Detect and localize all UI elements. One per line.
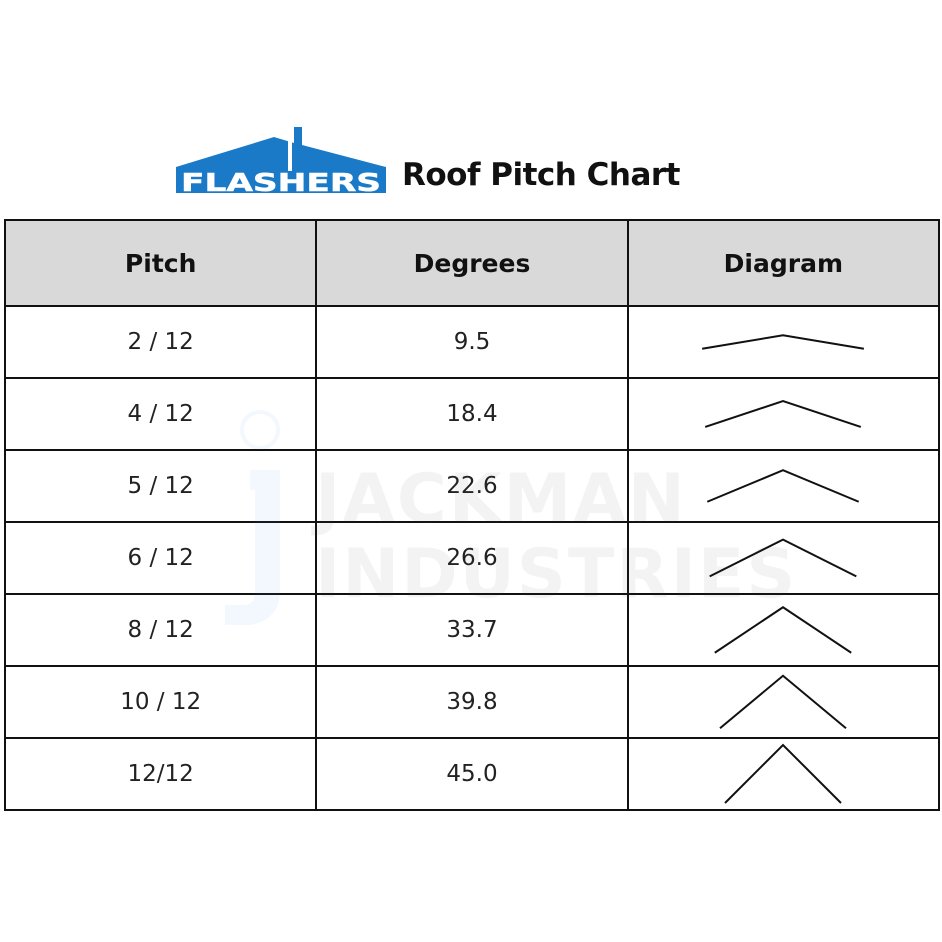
table-row: 5 / 12 22.6 (3, 449, 941, 523)
roof-pitch-diagram (719, 674, 847, 730)
degrees-cell: 18.4 (315, 377, 629, 451)
roof-pitch-diagram (705, 400, 862, 428)
pitch-cell: 5 / 12 (3, 449, 318, 523)
pitch-cell: 12/12 (3, 737, 318, 811)
table-row: 10 / 12 39.8 (3, 665, 941, 739)
roof-line (707, 469, 860, 503)
svg-text:FLASHERS: FLASHERS (181, 168, 381, 197)
header-diagram: Diagram (626, 219, 941, 307)
pitch-cell: 4 / 12 (3, 377, 318, 451)
diagram-cell (626, 377, 941, 451)
pitch-cell: 6 / 12 (3, 521, 318, 595)
diagram-cell (626, 665, 941, 739)
page-title: Roof Pitch Chart (402, 157, 681, 193)
header-pitch: Pitch (3, 219, 318, 307)
diagram-cell (626, 449, 941, 523)
roof-line (719, 674, 847, 730)
diagram-cell (626, 593, 941, 667)
roof-pitch-diagram (709, 538, 858, 578)
table-row: 4 / 12 18.4 (3, 377, 941, 451)
diagram-cell (626, 305, 941, 379)
roof-line (705, 400, 862, 428)
roof-pitch-table: Pitch Degrees Diagram 2 / 12 9.5 4 / 12 … (3, 219, 941, 811)
roof-pitch-diagram (707, 469, 860, 503)
degrees-cell: 45.0 (315, 737, 629, 811)
pitch-cell: 8 / 12 (3, 593, 318, 667)
degrees-cell: 22.6 (315, 449, 629, 523)
pitch-cell: 2 / 12 (3, 305, 318, 379)
roof-pitch-diagram (724, 743, 843, 804)
table-row: 8 / 12 33.7 (3, 593, 941, 667)
diagram-cell (626, 521, 941, 595)
roof-pitch-diagram (702, 334, 865, 350)
roof-line (714, 606, 853, 654)
roof-pitch-diagram (714, 606, 853, 654)
roof-line (724, 743, 843, 804)
degrees-cell: 39.8 (315, 665, 629, 739)
flashers-logo: FLASHERS (176, 127, 386, 197)
roof-line (702, 334, 865, 350)
diagram-cell (626, 737, 941, 811)
header-degrees: Degrees (315, 219, 629, 307)
degrees-cell: 26.6 (315, 521, 629, 595)
table-header-row: Pitch Degrees Diagram (3, 219, 941, 307)
table-row: 12/12 45.0 (3, 737, 941, 811)
pitch-cell: 10 / 12 (3, 665, 318, 739)
header: FLASHERS Roof Pitch Chart (174, 122, 681, 197)
degrees-cell: 33.7 (315, 593, 629, 667)
table-row: 2 / 12 9.5 (3, 305, 941, 379)
degrees-cell: 9.5 (315, 305, 629, 379)
roof-line (709, 538, 858, 578)
table-row: 6 / 12 26.6 (3, 521, 941, 595)
